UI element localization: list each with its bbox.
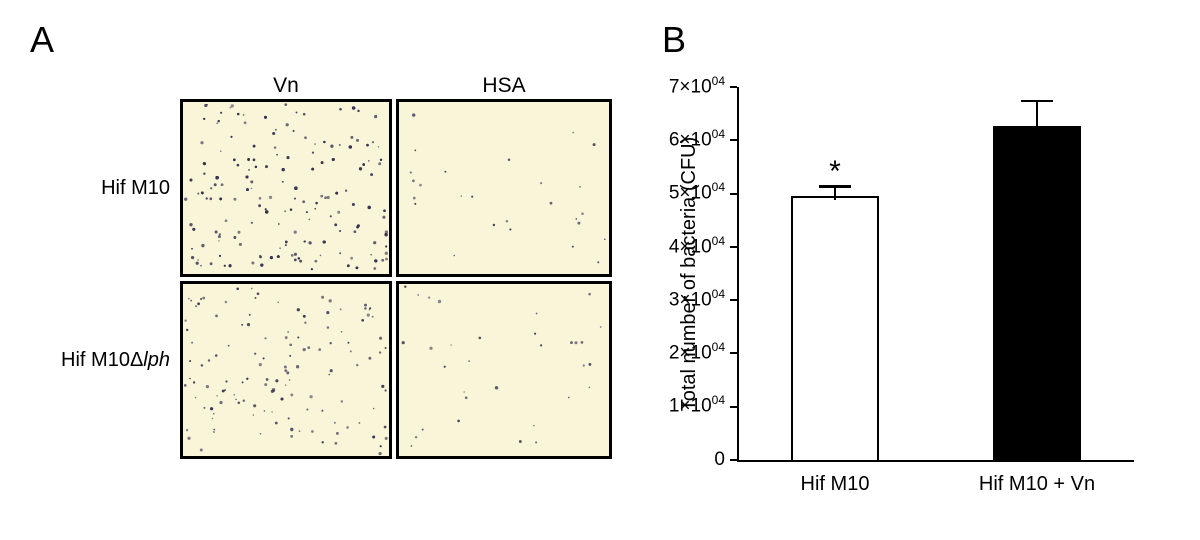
micrograph-hif-m10-vn xyxy=(180,99,392,277)
panel-a-label: A xyxy=(30,19,55,60)
error-bar-line xyxy=(1036,102,1038,131)
y-tick-label: 0 xyxy=(714,449,725,470)
bar-1 xyxy=(993,126,1081,462)
error-bar-cap xyxy=(819,185,851,188)
y-tick-label: 4×1004 xyxy=(668,233,725,257)
y-tick-mark xyxy=(730,245,737,248)
y-tick-label: 2×1004 xyxy=(668,340,725,364)
y-tick-label: 6×1004 xyxy=(668,126,725,151)
row-label-text: Hif M10 xyxy=(101,177,170,199)
column-header-hsa: HSA xyxy=(482,74,526,97)
y-tick-label: 5×1004 xyxy=(668,180,725,204)
micrograph-hif-m10-hsa xyxy=(396,99,612,277)
bar-0 xyxy=(791,195,879,462)
y-tick-label: 1×1004 xyxy=(668,393,725,417)
micrograph-hif-m10-dlph-hsa xyxy=(396,281,612,459)
row-label-italic-gene: lph xyxy=(143,349,170,371)
y-tick-mark xyxy=(730,139,737,142)
micrograph-hif-m10-dlph-vn xyxy=(180,281,392,459)
y-tick-mark xyxy=(730,352,737,355)
y-tick-label: 7×1004 xyxy=(668,73,725,97)
y-tick-mark xyxy=(730,86,737,88)
x-tick-label: Hif M10 + Vn xyxy=(978,473,1096,495)
row-label-hif-m10: Hif M10 xyxy=(18,177,170,200)
row-label-text: Hif M10Δ xyxy=(61,349,144,371)
panel-b-label: B xyxy=(662,19,687,60)
plot-area: 0 1×1004 2×1004 3×1004 4×1004 5×1004 6×1004 7×1… xyxy=(669,74,1134,495)
y-tick-mark xyxy=(730,405,737,408)
column-header-vn: Vn xyxy=(273,74,299,97)
x-tick-label: Hif M10 xyxy=(800,473,870,495)
y-tick-label: 3×1004 xyxy=(668,286,725,311)
y-tick-mark xyxy=(730,459,737,461)
error-bar-cap xyxy=(1021,99,1053,103)
row-label-hif-m10-delta-lph: Hif M10Δlph xyxy=(18,349,170,372)
y-tick-mark xyxy=(730,299,737,302)
error-bar-line xyxy=(834,187,836,200)
y-tick-mark xyxy=(730,192,737,195)
significance-asterisk: * xyxy=(829,154,841,188)
